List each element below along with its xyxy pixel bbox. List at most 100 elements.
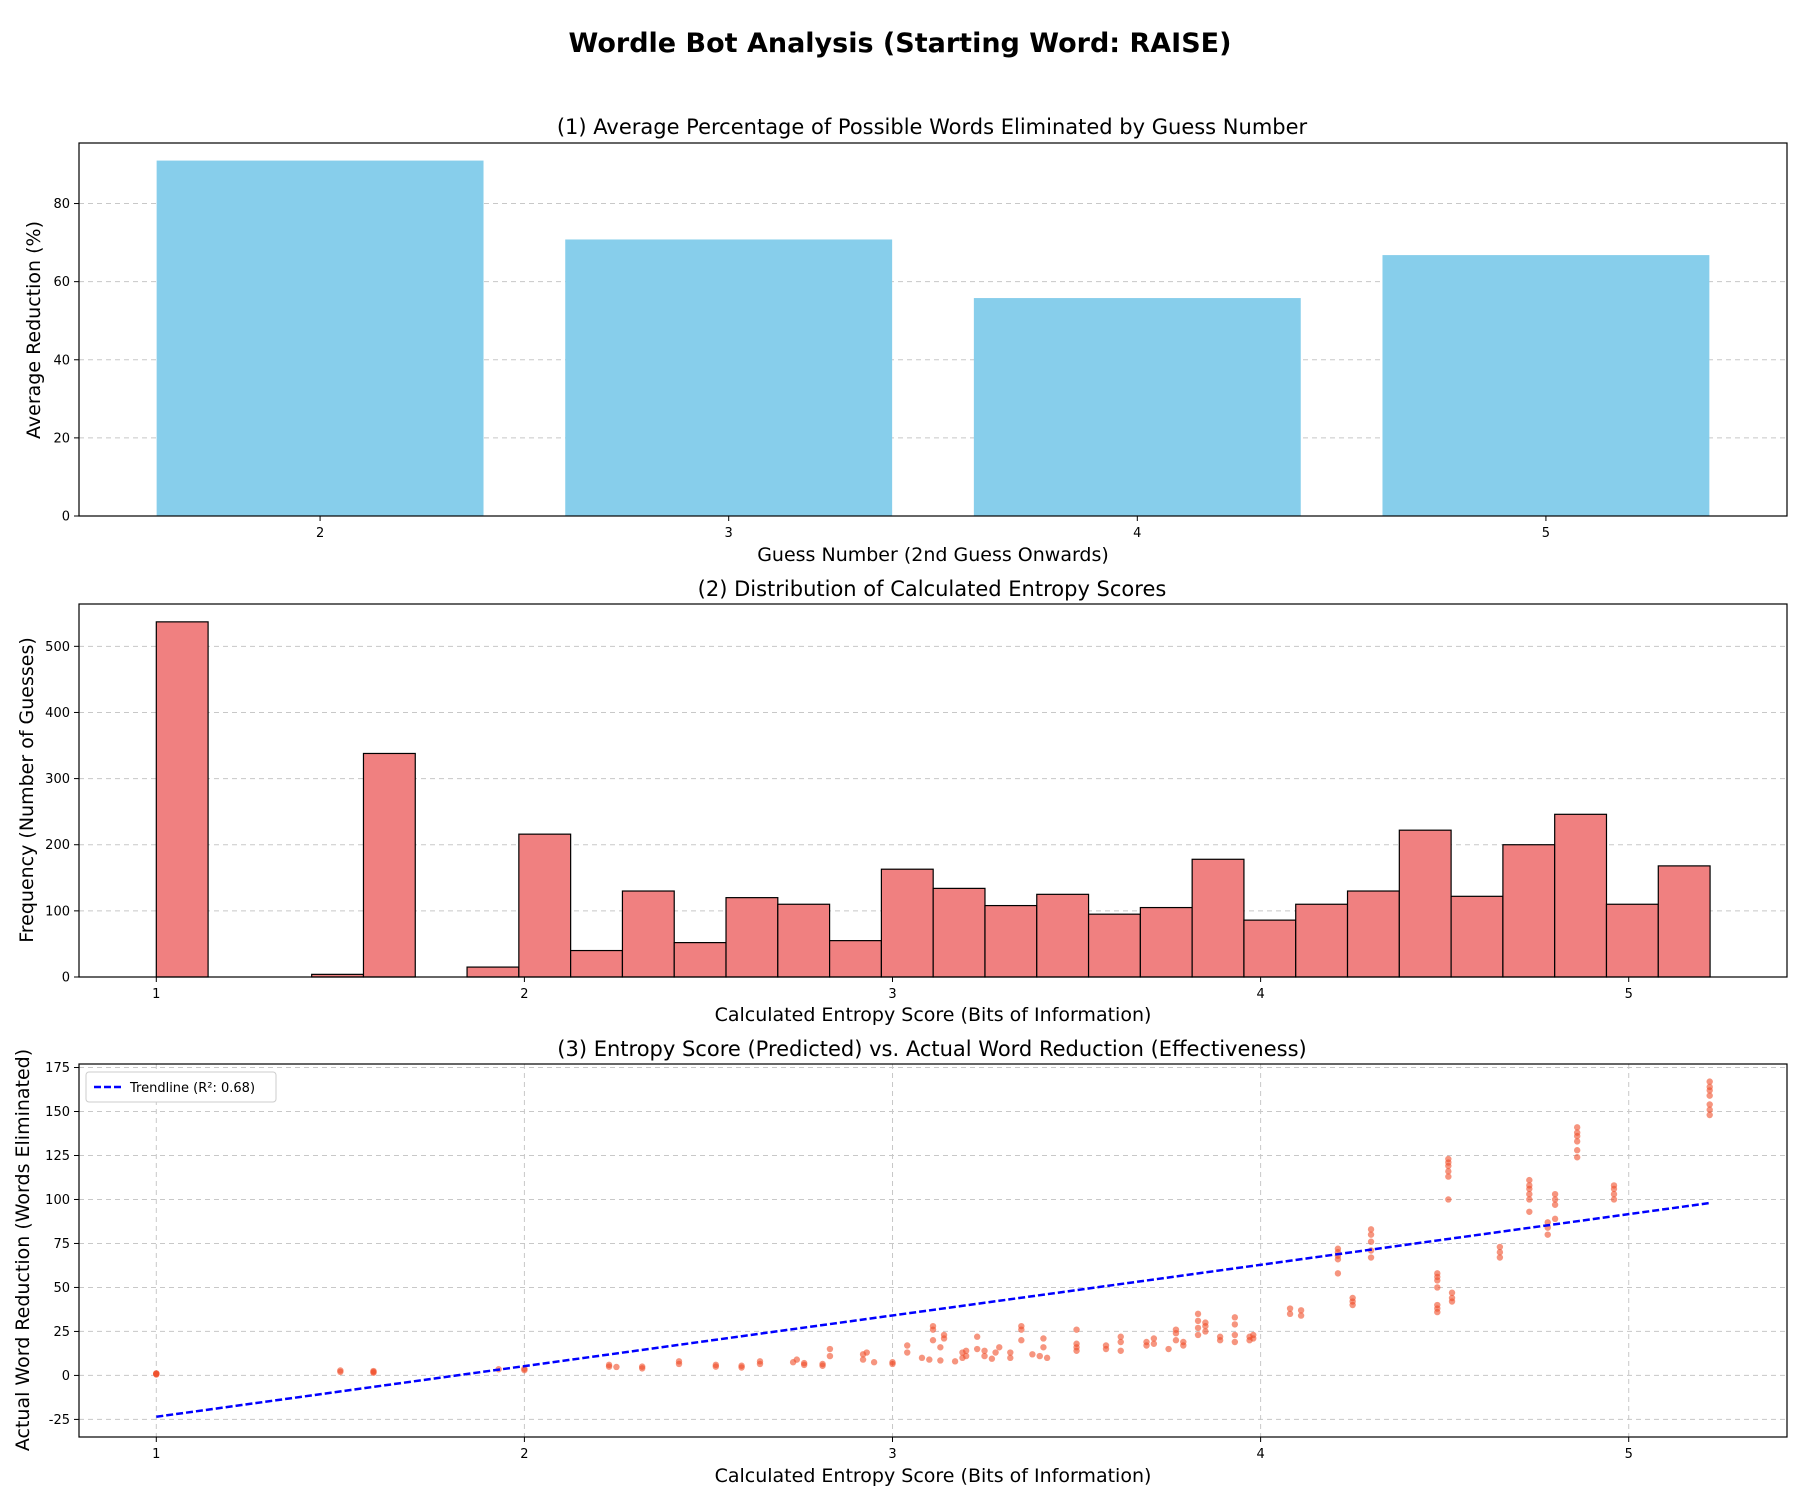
scatter-point — [337, 1367, 344, 1374]
scatter-point — [1445, 1168, 1452, 1175]
bar-guess-5 — [1382, 255, 1710, 517]
hist-bin-22 — [1295, 903, 1349, 978]
scatter-point — [996, 1344, 1003, 1351]
scatter-point — [1194, 1324, 1202, 1332]
scatter-point — [1150, 1340, 1158, 1347]
trendline — [156, 1201, 1710, 1419]
scatter-point — [1349, 1294, 1356, 1302]
scatter-point — [1073, 1340, 1080, 1347]
panel1-frame — [78, 142, 1788, 517]
scatter-point — [1434, 1284, 1441, 1291]
scatter-point — [1040, 1335, 1047, 1342]
panel1-ticks: 0 20 40 60 80 2 3 4 5 — [53, 197, 1550, 541]
panel2-xtick-label: 4 — [1256, 987, 1264, 1002]
scatter-point — [1551, 1201, 1559, 1208]
bar-guess-3 — [565, 239, 893, 517]
bar-guess-4 — [973, 298, 1301, 516]
hist-bin-24 — [1398, 829, 1452, 978]
scatter-point — [1526, 1182, 1533, 1189]
scatter-point — [1526, 1208, 1533, 1215]
scatter-point — [940, 1331, 948, 1339]
scatter-point — [1117, 1347, 1124, 1354]
panel3-ytick-label: 50 — [53, 1281, 70, 1296]
scatter-point — [1143, 1338, 1150, 1346]
panel3-grid — [79, 1064, 1787, 1437]
panel2-frame — [78, 603, 1788, 978]
panel2-ylabel: Frequency (Number of Guesses) — [16, 637, 38, 943]
scatter-point — [863, 1349, 870, 1356]
panel3-ytick-label: 25 — [53, 1325, 70, 1340]
scatter-point — [1231, 1314, 1239, 1321]
scatter-point — [1610, 1196, 1618, 1203]
legend-label: Trendline (R²: 0.68) — [129, 1081, 255, 1096]
hist-bin-7 — [518, 833, 572, 978]
scatter-point — [962, 1352, 970, 1360]
hist-bin-17 — [1036, 893, 1090, 978]
panel3-xtick-label: 1 — [152, 1447, 160, 1462]
scatter-point — [1610, 1182, 1618, 1189]
scatter-point — [1286, 1310, 1294, 1318]
hist-bin-13 — [828, 940, 882, 978]
scatter-point — [1706, 1111, 1713, 1119]
panel-histogram: (2) Distribution of Calculated Entropy S… — [16, 577, 1788, 1026]
scatter-point — [988, 1355, 996, 1362]
panel2-xtick-label: 1 — [152, 987, 160, 1002]
scatter-point — [1165, 1345, 1172, 1353]
scatter-point — [793, 1356, 801, 1363]
panel3-xlabel: Calculated Entropy Score (Bits of Inform… — [715, 1465, 1152, 1487]
panel2-ytick-label: 100 — [45, 904, 70, 919]
hist-bin-15 — [932, 887, 986, 978]
panel1-xtick-label: 4 — [1133, 526, 1141, 541]
scatter-point — [1551, 1196, 1559, 1203]
panel2-ytick-label: 0 — [62, 971, 70, 986]
scatter-point — [1297, 1312, 1305, 1319]
scatter-point — [756, 1358, 764, 1365]
scatter-point — [1029, 1351, 1036, 1358]
panel3-xtick-label: 2 — [520, 1447, 528, 1462]
panel1-ytick-label: 0 — [62, 510, 70, 525]
scatter-point — [1216, 1333, 1224, 1340]
hist-bin-12 — [777, 903, 831, 978]
scatter-point — [1250, 1331, 1257, 1339]
scatter-point — [992, 1349, 999, 1356]
scatter-point — [1526, 1196, 1533, 1203]
scatter-point — [1706, 1083, 1713, 1091]
scatter-point — [1102, 1342, 1110, 1349]
scatter-point — [1202, 1328, 1209, 1335]
scatter-point — [826, 1352, 834, 1360]
hist-bin-4 — [362, 752, 416, 978]
scatter-point — [738, 1362, 745, 1369]
scatter-point — [826, 1345, 834, 1353]
scatter-point — [1573, 1129, 1581, 1136]
scatter-point — [1117, 1338, 1124, 1346]
scatter-point — [613, 1363, 620, 1371]
hist-bin-9 — [621, 890, 675, 978]
hist-bin-18 — [1087, 913, 1141, 978]
scatter-point — [929, 1322, 937, 1330]
hist-bin-23 — [1346, 890, 1400, 978]
hist-bin-21 — [1243, 919, 1297, 978]
panel3-ytick-label: 150 — [45, 1105, 70, 1120]
scatter-point — [981, 1347, 988, 1354]
scatter-point — [889, 1359, 896, 1366]
scatter-point — [1551, 1215, 1559, 1223]
scatter-point — [1036, 1352, 1043, 1360]
panel3-ytick-label: 0 — [62, 1369, 70, 1384]
scatter-point — [1573, 1138, 1581, 1145]
scatter-point — [1297, 1307, 1305, 1314]
hist-bin-11 — [725, 897, 779, 978]
panel3-xtick-label: 3 — [888, 1447, 896, 1462]
scatter-point — [1334, 1245, 1342, 1252]
scatter-point — [1194, 1310, 1202, 1318]
scatter-point — [1526, 1176, 1533, 1184]
scatter-point — [1040, 1344, 1047, 1351]
hist-bin-16 — [984, 904, 1038, 978]
scatter-point — [937, 1357, 944, 1364]
panel1-xtick-label: 2 — [316, 526, 324, 541]
scatter-point — [1367, 1254, 1375, 1261]
panel3-legend: Trendline (R²: 0.68) — [85, 1071, 277, 1103]
hist-bin-26 — [1502, 844, 1556, 978]
scatter-point — [1043, 1354, 1051, 1362]
scatter-point — [981, 1352, 988, 1360]
panel2-title: (2) Distribution of Calculated Entropy S… — [698, 577, 1167, 601]
